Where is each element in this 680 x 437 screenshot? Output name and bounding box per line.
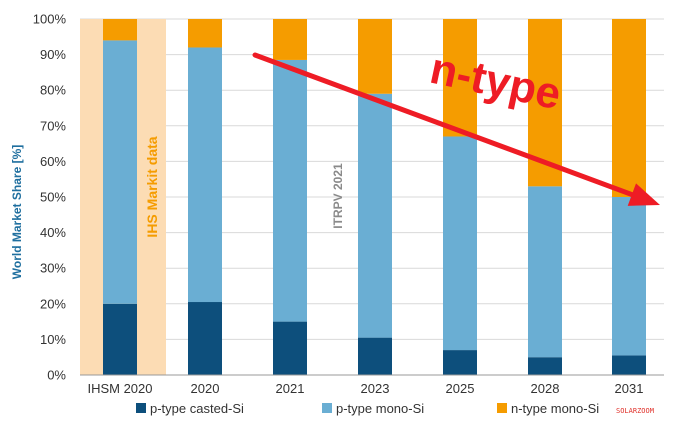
y-tick-label: 90%: [40, 47, 66, 62]
y-tick-label: 30%: [40, 261, 66, 276]
bar-segment: [443, 19, 477, 137]
bar-segment: [188, 302, 222, 375]
legend-swatch: [322, 403, 332, 413]
trend-arrow-shaft: [252, 52, 635, 198]
y-tick-label: 100%: [33, 12, 67, 27]
x-tick-label: 2025: [446, 381, 475, 396]
bar-segment: [443, 350, 477, 375]
bar-segment: [273, 321, 307, 375]
y-tick-label: 50%: [40, 190, 66, 205]
bar-segment: [273, 59, 307, 322]
y-axis-label: World Market Share [%]: [10, 145, 24, 279]
ihs-markit-annotation: IHS Markit data: [144, 136, 160, 237]
legend-label: p-type mono-Si: [336, 401, 424, 416]
x-tick-label: 2023: [361, 381, 390, 396]
legend-label: n-type mono-Si: [511, 401, 599, 416]
x-tick-label: 2021: [276, 381, 305, 396]
x-tick-label: 2031: [615, 381, 644, 396]
bar-segment: [358, 337, 392, 375]
bar-segment: [528, 186, 562, 358]
x-tick-label: IHSM 2020: [87, 381, 152, 396]
legend-swatch: [136, 403, 146, 413]
legend-label: p-type casted-Si: [150, 401, 244, 416]
y-tick-label: 20%: [40, 296, 66, 311]
bar-segment: [612, 197, 646, 356]
bar-segment: [188, 47, 222, 303]
legend: p-type casted-Si p-type mono-Si n-type mon…: [136, 401, 599, 416]
bar-segment: [358, 93, 392, 338]
y-tick-label: 80%: [40, 83, 66, 98]
legend-swatch: [497, 403, 507, 413]
bar-segment: [103, 40, 137, 304]
y-tick-label: 60%: [40, 154, 66, 169]
y-tick-label: 40%: [40, 225, 66, 240]
x-tick-label: 2020: [191, 381, 220, 396]
y-tick-label: 10%: [40, 332, 66, 347]
trend-arrow-head: [627, 183, 660, 206]
bar-segment: [612, 19, 646, 197]
watermark: SOLARZOOM: [616, 407, 654, 415]
y-axis-ticks: 0% 10% 20% 30% 40% 50% 60% 70% 80% 90% 100%: [33, 12, 67, 383]
bar-segment: [443, 136, 477, 351]
y-tick-label: 0%: [47, 368, 66, 383]
bar-segment: [103, 303, 137, 375]
bar-segment: [612, 355, 646, 375]
itrpv-annotation: ITRPV 2021: [331, 163, 345, 229]
bars-group: [103, 19, 646, 375]
bar-segment: [528, 357, 562, 375]
bar-segment: [273, 19, 307, 60]
y-tick-label: 70%: [40, 118, 66, 133]
bar-segment: [103, 19, 137, 41]
bar-segment: [358, 19, 392, 94]
bar-segment: [188, 19, 222, 48]
trend-arrow: [252, 52, 660, 206]
x-axis-ticks: IHSM 2020 2020 2021 2023 2025 2028 2031: [87, 381, 643, 396]
x-tick-label: 2028: [531, 381, 560, 396]
